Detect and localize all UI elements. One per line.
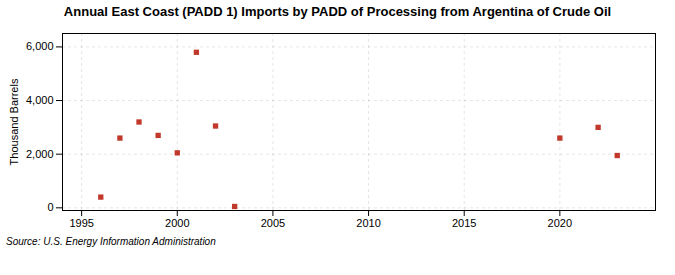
svg-text:2000: 2000: [165, 217, 189, 229]
svg-text:6,000: 6,000: [26, 40, 54, 52]
html-text:Annual East Coast (PADD 1) Imp: Annual East Coast (PADD 1) Imports by PA…: [63, 4, 612, 19]
svg-text:4,000: 4,000: [26, 94, 54, 106]
svg-text:2,000: 2,000: [26, 148, 54, 160]
svg-text:2005: 2005: [261, 217, 285, 229]
svg-text:0: 0: [47, 201, 53, 213]
svg-text:2020: 2020: [548, 217, 572, 229]
svg-text:1995: 1995: [69, 217, 93, 229]
html-text:Source: U.S. Energy Informatio: Source: U.S. Energy Information Administ…: [6, 236, 216, 247]
svg-text:2010: 2010: [356, 217, 380, 229]
svg-text:Thousand Barrels: Thousand Barrels: [8, 78, 20, 165]
svg-text:2015: 2015: [452, 217, 476, 229]
